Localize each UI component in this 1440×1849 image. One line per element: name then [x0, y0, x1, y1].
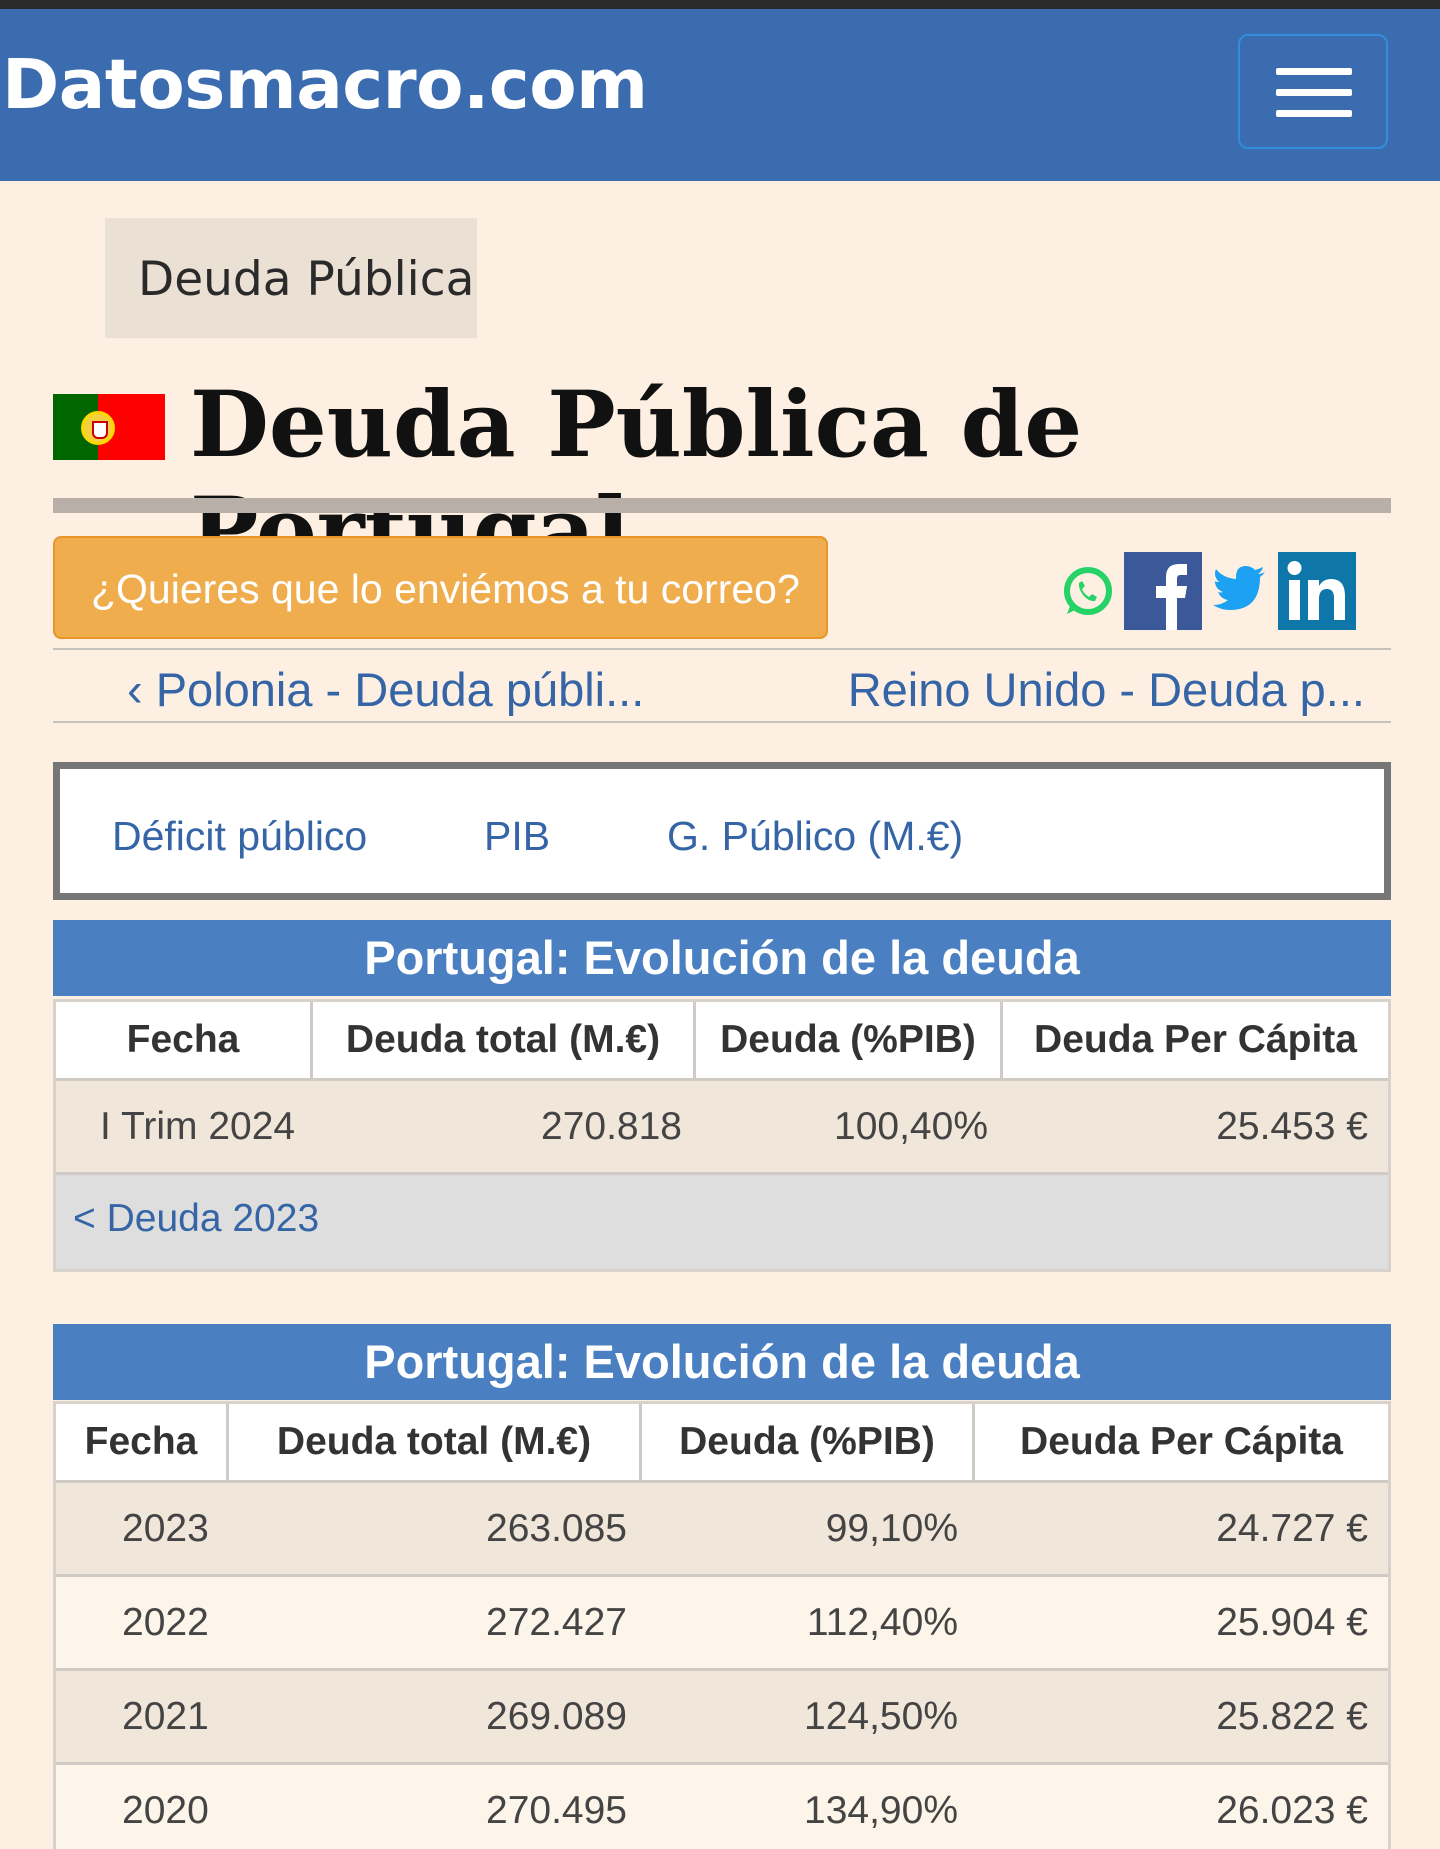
cell-fecha: 2020: [122, 1789, 209, 1832]
table-row: 2021 269.089 124,50% 25.822 €: [56, 1671, 1388, 1765]
cell-fecha: 2023: [122, 1507, 209, 1550]
hamburger-icon: [1276, 89, 1352, 96]
cell-pib: 112,40%: [806, 1601, 958, 1644]
annual-debt-table: Fecha Deuda total (M.€) Deuda (%PIB) Deu…: [53, 1401, 1391, 1849]
cell-pib: 99,10%: [825, 1507, 958, 1550]
table-row: I Trim 2024 270.818 100,40% 25.453 €: [56, 1081, 1388, 1175]
latest-table-title: Portugal: Evolución de la deuda: [53, 920, 1391, 996]
tab-deficit-publico[interactable]: Déficit público: [112, 813, 368, 859]
column-header[interactable]: Deuda (%PIB): [642, 1404, 975, 1480]
column-header[interactable]: Deuda total (M.€): [229, 1404, 642, 1480]
cell-total: 270.818: [541, 1105, 682, 1148]
cell-pib: 100,40%: [834, 1105, 988, 1148]
prev-country-link[interactable]: ‹ Polonia - Deuda públi...: [127, 663, 645, 716]
cell-per-capita: 25.822 €: [1216, 1695, 1368, 1738]
cell-total: 269.089: [486, 1695, 627, 1738]
next-country-link[interactable]: Reino Unido - Deuda p...: [847, 663, 1365, 716]
cell-total: 263.085: [486, 1507, 627, 1550]
email-subscribe-button[interactable]: ¿Quieres que lo enviémos a tu correo?: [53, 536, 828, 639]
cell-total: 272.427: [486, 1601, 627, 1644]
tab-pib[interactable]: PIB: [484, 813, 551, 859]
email-subscribe-label: ¿Quieres que lo enviémos a tu correo?: [91, 566, 800, 612]
cell-pib: 134,90%: [804, 1789, 958, 1832]
column-header[interactable]: Deuda total (M.€): [313, 1002, 696, 1078]
hamburger-icon: [1276, 68, 1352, 75]
annual-table-title: Portugal: Evolución de la deuda: [53, 1324, 1391, 1400]
cell-per-capita: 26.023 €: [1216, 1789, 1368, 1832]
title-divider: [53, 498, 1391, 513]
top-strip: [0, 0, 1440, 9]
cell-fecha: 2022: [122, 1601, 209, 1644]
column-header[interactable]: Deuda Per Cápita: [1034, 1018, 1357, 1061]
previous-year-link[interactable]: < Deuda 2023: [73, 1197, 320, 1240]
page-title: Deuda Pública de Portugal: [190, 372, 1083, 584]
cell-per-capita: 25.453 €: [1216, 1105, 1368, 1148]
cell-fecha: 2021: [122, 1695, 209, 1738]
site-header: Datosmacro.com: [0, 9, 1440, 181]
linkedin-icon[interactable]: [1278, 552, 1356, 630]
cell-total: 270.495: [486, 1789, 627, 1832]
column-header[interactable]: Deuda (%PIB): [696, 1002, 1003, 1078]
cell-pib: 124,50%: [804, 1695, 958, 1738]
column-header[interactable]: Fecha: [56, 1404, 229, 1480]
cell-fecha: I Trim 2024: [100, 1105, 296, 1148]
column-header[interactable]: Deuda Per Cápita: [1020, 1420, 1343, 1463]
table-row: 2020 270.495 134,90% 26.023 €: [56, 1765, 1388, 1849]
menu-button[interactable]: [1238, 34, 1388, 149]
breadcrumb[interactable]: Deuda Pública: [105, 218, 477, 338]
latest-debt-table: Fecha Deuda total (M.€) Deuda (%PIB) Deu…: [53, 999, 1391, 1272]
related-tabs: Déficit público PIB G. Público (M.€): [53, 762, 1391, 900]
table-row: 2023 263.085 99,10% 24.727 €: [56, 1483, 1388, 1577]
cell-per-capita: 25.904 €: [1216, 1601, 1368, 1644]
table-row: 2022 272.427 112,40% 25.904 €: [56, 1577, 1388, 1671]
table-header-row: Fecha Deuda total (M.€) Deuda (%PIB) Deu…: [56, 1404, 1388, 1483]
table-header-row: Fecha Deuda total (M.€) Deuda (%PIB) Deu…: [56, 1002, 1388, 1081]
country-navigation: ‹ Polonia - Deuda públi... Reino Unido -…: [53, 648, 1391, 723]
cell-per-capita: 24.727 €: [1216, 1507, 1368, 1550]
column-header[interactable]: Fecha: [56, 1002, 313, 1078]
whatsapp-icon[interactable]: [1061, 566, 1113, 618]
breadcrumb-label: Deuda Pública: [138, 252, 475, 307]
table-footer: < Deuda 2023: [56, 1175, 1388, 1269]
tab-gasto-publico[interactable]: G. Público (M.€): [667, 813, 964, 859]
facebook-icon[interactable]: [1124, 552, 1202, 630]
site-logo[interactable]: Datosmacro.com: [2, 45, 648, 125]
hamburger-icon: [1276, 110, 1352, 117]
portugal-flag-icon: [53, 394, 165, 460]
twitter-icon[interactable]: [1213, 566, 1267, 612]
